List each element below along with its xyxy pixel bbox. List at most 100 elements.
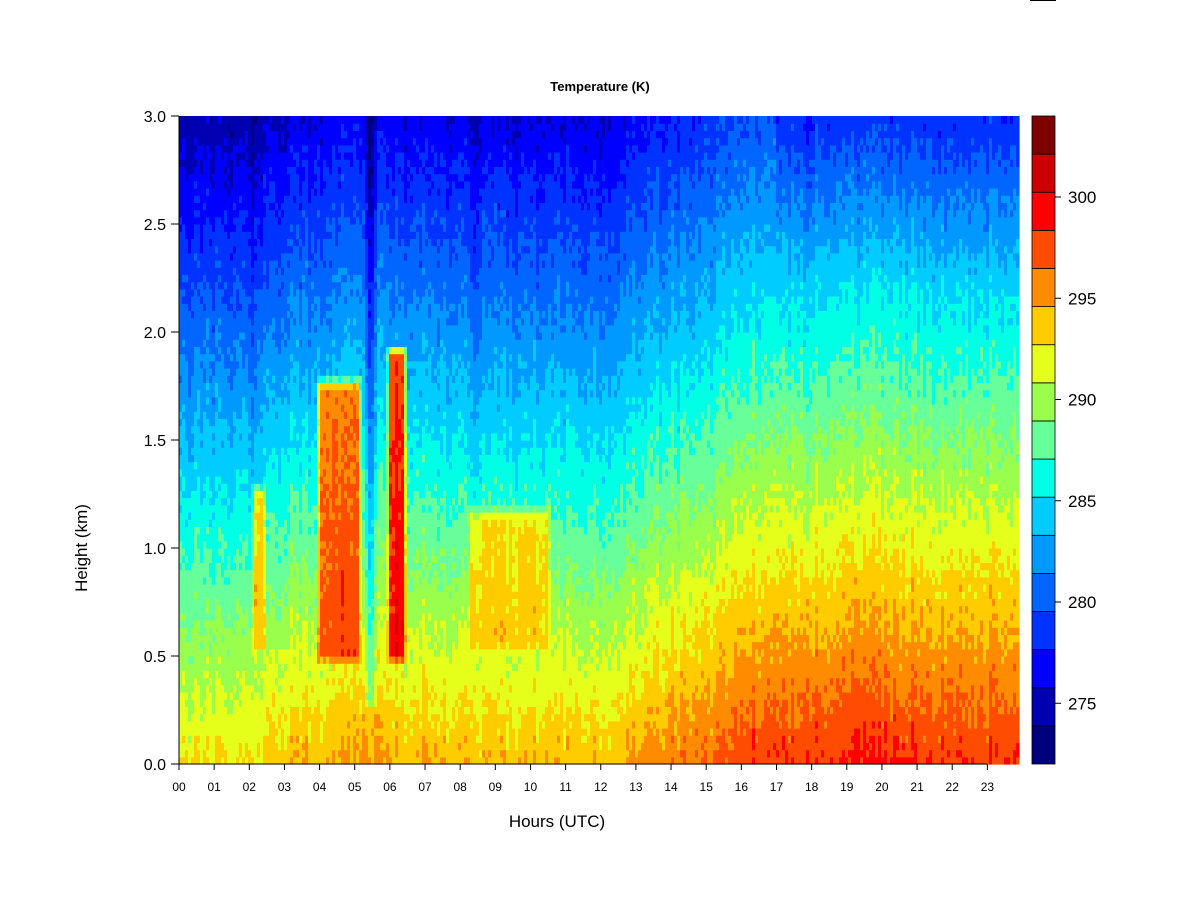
heatmap-cell bbox=[314, 180, 318, 189]
heatmap-cell bbox=[236, 699, 240, 758]
heatmap-cell bbox=[665, 728, 669, 765]
heatmap-cell bbox=[617, 519, 621, 527]
heatmap-cell bbox=[449, 461, 453, 470]
heatmap-cell bbox=[740, 209, 744, 239]
heatmap-cell bbox=[464, 735, 468, 743]
heatmap-cell bbox=[533, 483, 537, 491]
heatmap-cell bbox=[506, 504, 510, 513]
heatmap-cell bbox=[413, 216, 417, 232]
heatmap-cell bbox=[437, 252, 441, 261]
heatmap-cell bbox=[353, 656, 357, 664]
heatmap-cell bbox=[479, 656, 483, 664]
heatmap-cell bbox=[548, 116, 552, 124]
heatmap-cell bbox=[275, 260, 279, 268]
heatmap-cell bbox=[299, 605, 303, 614]
heatmap-cell bbox=[524, 360, 528, 369]
heatmap-cell bbox=[305, 260, 309, 268]
heatmap-cell bbox=[395, 339, 399, 347]
heatmap-cell bbox=[455, 324, 459, 362]
heatmap-cell bbox=[473, 504, 477, 513]
heatmap-cell bbox=[281, 288, 285, 319]
heatmap-cell bbox=[209, 238, 213, 247]
heatmap-cell bbox=[602, 137, 606, 175]
heatmap-cell bbox=[458, 425, 462, 441]
heatmap-cell bbox=[533, 519, 537, 607]
heatmap-cell bbox=[506, 641, 510, 657]
heatmap-cell bbox=[629, 216, 633, 232]
heatmap-cell bbox=[740, 440, 744, 463]
heatmap-cell bbox=[203, 288, 207, 304]
heatmap-cell bbox=[476, 353, 480, 405]
heatmap-cell bbox=[665, 339, 669, 391]
heatmap-cell bbox=[245, 756, 249, 765]
heatmap-cell bbox=[278, 296, 282, 355]
heatmap-cell bbox=[401, 180, 405, 218]
heatmap-cell bbox=[281, 202, 285, 211]
heatmap-cell bbox=[194, 195, 198, 203]
heatmap-cell bbox=[533, 360, 537, 369]
heatmap-cell bbox=[218, 735, 222, 765]
heatmap-cell bbox=[296, 152, 300, 167]
heatmap-cell bbox=[500, 512, 504, 520]
heatmap-cell bbox=[281, 281, 285, 290]
heatmap-cell bbox=[311, 713, 315, 765]
heatmap-cell bbox=[644, 670, 648, 722]
heatmap-cell bbox=[314, 404, 318, 434]
heatmap-cell bbox=[302, 375, 306, 383]
heatmap-cell bbox=[641, 209, 645, 218]
heatmap-cell bbox=[662, 130, 666, 153]
heatmap-cell bbox=[395, 209, 399, 218]
heatmap-cell bbox=[650, 706, 654, 715]
heatmap-cell bbox=[338, 116, 342, 146]
heatmap-cell bbox=[206, 677, 210, 686]
heatmap-cell bbox=[185, 440, 189, 499]
heatmap-cell bbox=[257, 152, 261, 160]
heatmap-cell bbox=[479, 440, 483, 448]
heatmap-cell bbox=[302, 159, 306, 167]
heatmap-cell bbox=[527, 389, 531, 434]
heatmap-cell bbox=[332, 353, 336, 376]
heatmap-cell bbox=[521, 152, 525, 167]
heatmap-cell bbox=[647, 440, 651, 527]
heatmap-cell bbox=[566, 303, 570, 369]
heatmap-cell bbox=[728, 454, 732, 477]
heatmap-cell bbox=[329, 540, 333, 549]
heatmap-cell bbox=[212, 512, 216, 520]
heatmap-cell bbox=[224, 576, 228, 585]
heatmap-cell bbox=[500, 360, 504, 369]
heatmap-cell bbox=[257, 339, 261, 355]
heatmap-cell bbox=[278, 648, 282, 664]
heatmap-cell bbox=[467, 605, 471, 621]
heatmap-cell bbox=[467, 468, 471, 506]
heatmap-cell bbox=[665, 670, 669, 679]
heatmap-cell bbox=[185, 634, 189, 643]
heatmap-cell bbox=[551, 382, 555, 391]
heatmap-cell bbox=[242, 483, 246, 491]
heatmap-cell bbox=[242, 368, 246, 398]
heatmap-cell bbox=[557, 116, 561, 153]
heatmap-cell bbox=[437, 634, 441, 643]
heatmap-cell bbox=[404, 252, 408, 261]
heatmap-cell bbox=[401, 692, 405, 700]
heatmap-cell bbox=[212, 432, 216, 441]
heatmap-cell bbox=[725, 166, 729, 175]
heatmap-cell bbox=[227, 310, 231, 347]
heatmap-cell bbox=[434, 216, 438, 247]
heatmap-cell bbox=[623, 713, 627, 765]
heatmap-cell bbox=[701, 116, 705, 160]
heatmap-cell bbox=[341, 663, 345, 679]
heatmap-cell bbox=[611, 512, 615, 527]
heatmap-cell bbox=[581, 656, 585, 664]
heatmap-cell bbox=[215, 245, 219, 254]
heatmap-cell bbox=[299, 461, 303, 477]
heatmap-cell bbox=[401, 418, 405, 434]
heatmap-cell bbox=[290, 735, 294, 743]
heatmap-cell bbox=[227, 648, 231, 657]
heatmap-cell bbox=[281, 216, 285, 254]
heatmap-cell bbox=[209, 641, 213, 657]
heatmap-cell bbox=[380, 555, 384, 607]
heatmap-cell bbox=[584, 728, 588, 736]
heatmap-cell bbox=[191, 432, 195, 448]
heatmap-cell bbox=[329, 310, 333, 319]
heatmap-cell bbox=[413, 375, 417, 405]
